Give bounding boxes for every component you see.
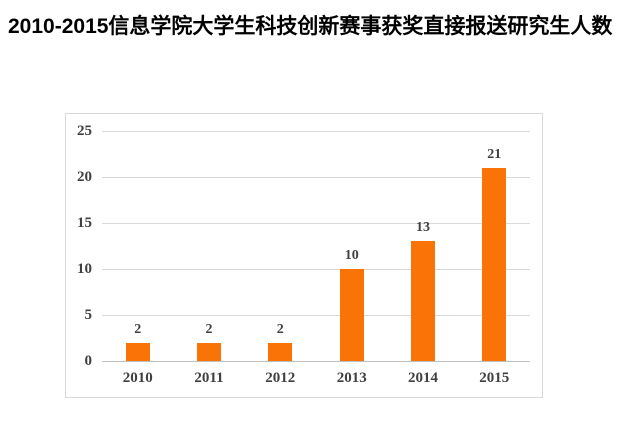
bar-value-label-2011: 2 bbox=[205, 321, 213, 337]
y-tick-label-20: 20 bbox=[77, 169, 92, 185]
gridline-y20 bbox=[102, 177, 530, 178]
bar-2011 bbox=[197, 342, 221, 361]
gridline-y15 bbox=[102, 223, 530, 224]
y-tick-label-25: 25 bbox=[77, 123, 92, 139]
bar-2010 bbox=[125, 342, 150, 361]
bar-2015 bbox=[482, 167, 507, 361]
gridline-y25 bbox=[102, 131, 530, 132]
gridline-y5 bbox=[102, 315, 530, 316]
y-tick-label-15: 15 bbox=[77, 215, 92, 231]
x-tick-label-2011: 2011 bbox=[194, 370, 224, 386]
x-tick-label-2013: 2013 bbox=[336, 370, 367, 386]
x-tick-label-2014: 2014 bbox=[408, 370, 438, 386]
x-tick-label-2010: 2010 bbox=[122, 370, 153, 386]
bar-value-label-2013: 10 bbox=[344, 248, 359, 263]
gridline-y10 bbox=[102, 269, 530, 270]
bar-value-label-2015: 21 bbox=[487, 146, 502, 162]
chart-panel: 0 5 10 15 20 25 2 2010 2 2011 2 2012 10 2013 13 2014 21 2… bbox=[65, 113, 543, 398]
bar-value-label-2010: 2 bbox=[134, 321, 142, 337]
y-tick-label-10: 10 bbox=[77, 261, 92, 277]
bar-2014 bbox=[411, 241, 435, 361]
y-tick-label-5: 5 bbox=[84, 307, 93, 323]
gridline-y0 bbox=[102, 361, 530, 362]
bar-2013 bbox=[339, 269, 364, 361]
bar-2012 bbox=[268, 342, 293, 361]
plot-area: 0 5 10 15 20 25 2 2010 2 2011 2 2012 10 2013 13 2014 21 2… bbox=[66, 114, 542, 397]
y-tick-label-0: 0 bbox=[84, 353, 93, 369]
x-tick-label-2015: 2015 bbox=[479, 370, 510, 386]
x-tick-label-2012: 2012 bbox=[265, 370, 296, 386]
page-title: 2010-2015信息学院大学生科技创新赛事获奖直接报送研究生人数 bbox=[8, 15, 613, 38]
bar-value-label-2012: 2 bbox=[276, 321, 284, 337]
bar-value-label-2014: 13 bbox=[416, 220, 430, 236]
